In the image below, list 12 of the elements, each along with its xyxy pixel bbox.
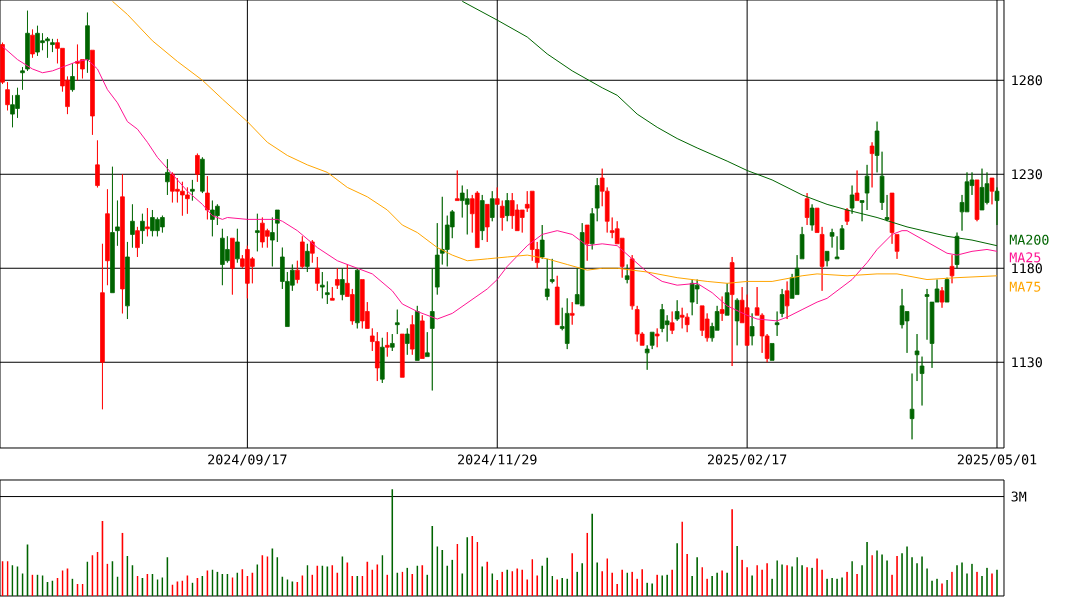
series-label: MA25 [1009,252,1041,263]
series-label: MA200 [1009,234,1049,245]
y-tick-label: 1230 [1012,169,1042,180]
y-tick-label: 3M [1011,491,1027,502]
y-tick-label: 1280 [1012,75,1042,86]
x-tick-label: 2025/05/01 [957,454,1037,466]
x-tick-label: 2025/02/17 [707,454,787,466]
series-label: MA75 [1009,281,1041,292]
x-tick-label: 2024/09/17 [208,454,287,466]
y-tick-label: 1180 [1012,263,1042,274]
x-tick-label: 2024/11/29 [458,454,537,466]
y-tick-label: 1130 [1012,357,1042,368]
